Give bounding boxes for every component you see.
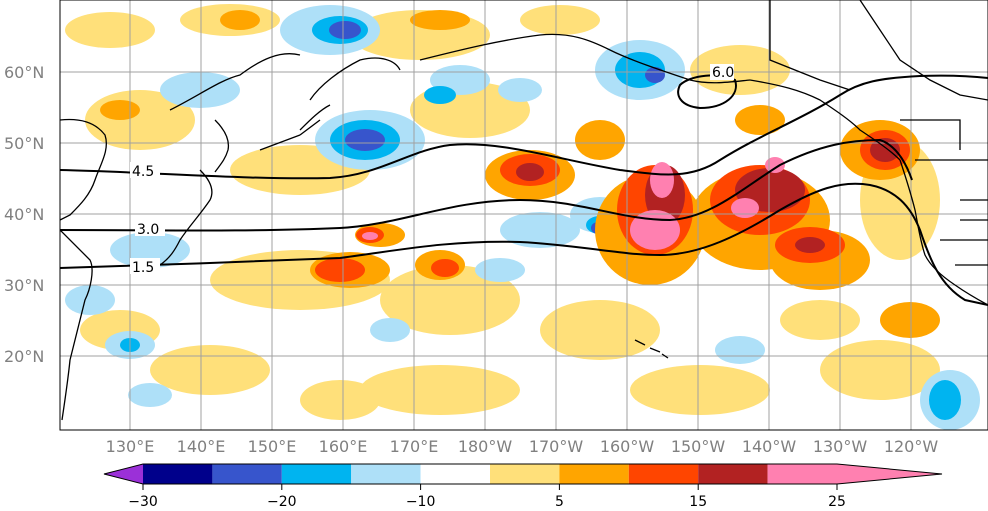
lon-label-170e: 170°E — [390, 437, 439, 456]
coastlines — [60, 0, 988, 421]
contour-lines — [60, 74, 988, 306]
lon-label-180w: 180°W — [458, 437, 513, 456]
contour-label-1-5: 1.5 — [132, 260, 154, 276]
latitude-labels: 60°N 50°N 40°N 30°N 20°N — [4, 63, 44, 366]
lon-label-150w: 150°W — [671, 437, 726, 456]
colorbar-segment-3 — [281, 464, 352, 484]
lat-label-60n: 60°N — [4, 63, 44, 82]
colorbar-segment-8 — [628, 464, 699, 484]
longitude-labels: 130°E 140°E 150°E 160°E 170°E 180°W 170°… — [106, 437, 939, 456]
colorbar-segment-10 — [767, 464, 837, 484]
lon-label-130e: 130°E — [106, 437, 155, 456]
negative-anomaly-strong — [329, 21, 665, 234]
lon-label-140e: 140°E — [177, 437, 226, 456]
map-frame — [59, 0, 988, 431]
colorbar-segment-4 — [351, 464, 421, 484]
contour-label-6-0: 6.0 — [712, 65, 734, 81]
colorbar-tick-label: 25 — [828, 494, 846, 510]
lat-label-20n: 20°N — [4, 347, 44, 366]
colorbar-segment-2 — [212, 464, 282, 484]
colorbar-segment-5 — [420, 464, 490, 484]
colorbar-ticks — [142, 484, 838, 490]
lon-label-170w: 170°W — [529, 437, 584, 456]
colorbar-low-extension — [104, 464, 143, 484]
contour-6-0 — [677, 74, 737, 110]
lon-label-160w: 160°W — [600, 437, 655, 456]
lat-label-40n: 40°N — [4, 205, 44, 224]
colorbar-tick-label: −20 — [267, 494, 297, 510]
lon-label-130w: 130°W — [813, 437, 868, 456]
contour-label-4-5: 4.5 — [132, 164, 154, 180]
contour-label-group: 4.5 3.0 1.5 6.0 — [130, 64, 734, 276]
colorbar-tick-label: −10 — [406, 494, 436, 510]
colorbar-tick-label: 5 — [555, 494, 564, 510]
contour-3-0 — [60, 138, 913, 232]
lon-label-150e: 150°E — [248, 437, 297, 456]
lat-label-50n: 50°N — [4, 134, 44, 153]
colorbar-segment-7 — [559, 464, 629, 484]
colorbar-high-extension — [837, 464, 942, 484]
contour-label-3-0: 3.0 — [137, 222, 159, 238]
contour-4-5 — [60, 74, 988, 180]
colorbar-tick-label: 15 — [689, 494, 707, 510]
anomaly-field — [65, 4, 980, 430]
lon-label-120w: 120°W — [884, 437, 939, 456]
lon-label-140w: 140°W — [742, 437, 797, 456]
colorbar-segment-9 — [698, 464, 768, 484]
colorbar-segment-1 — [143, 464, 213, 484]
contour-1-5 — [60, 182, 988, 306]
colorbar-tick-label: −30 — [128, 494, 158, 510]
lat-label-30n: 30°N — [4, 276, 44, 295]
graticule — [60, 0, 988, 430]
colorbar-segment-6 — [490, 464, 560, 484]
lon-label-160e: 160°E — [319, 437, 368, 456]
colorbar: −30 −20 −10 5 15 25 — [103, 463, 943, 510]
